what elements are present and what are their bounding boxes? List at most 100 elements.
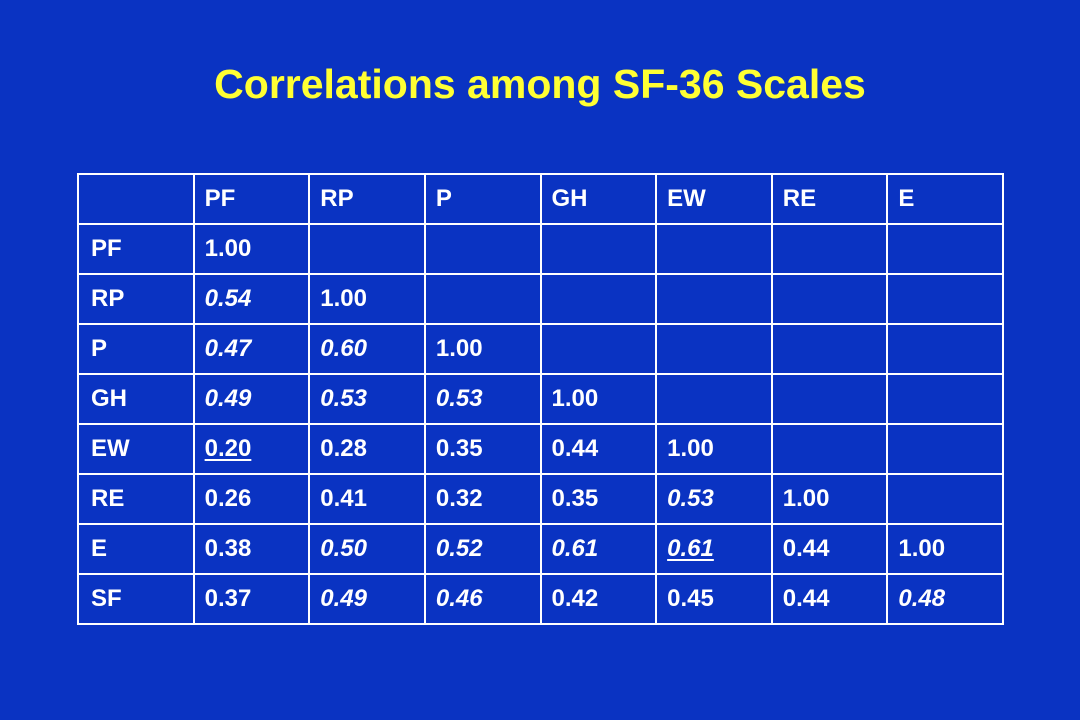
row-header: PF [77, 223, 195, 275]
table-cell: 0.45 [655, 573, 773, 625]
correlation-value: 0.52 [435, 535, 483, 562]
correlation-value: 1.00 [551, 385, 599, 412]
correlation-table-body: PF RP P GH EW RE E PF 1.00 RP 0.54 1.00 P 0.47 0.60 1.0… [77, 173, 1004, 625]
table-cell: 0.53 [308, 373, 426, 425]
empty-cell [886, 273, 1004, 325]
table-cell: 0.38 [192, 523, 311, 575]
column-header: RP [308, 173, 426, 225]
correlation-value: 0.38 [204, 535, 252, 562]
correlation-value: 0.61 [551, 535, 599, 562]
correlation-value: 0.44 [782, 585, 830, 612]
table-row: RP 0.54 1.00 [77, 273, 1004, 325]
table-cell: 1.00 [308, 273, 426, 325]
row-header: RP [77, 273, 195, 325]
correlation-value: 1.00 [320, 285, 367, 312]
correlation-value: 0.60 [320, 335, 367, 362]
table-cell: 0.42 [539, 573, 658, 625]
table-cell: 0.44 [770, 523, 889, 575]
empty-cell [886, 373, 1004, 425]
column-header: RE [770, 173, 889, 225]
table-cell: 0.54 [192, 273, 311, 325]
correlation-value: 0.35 [551, 485, 599, 512]
correlation-value: 0.37 [204, 585, 252, 612]
table-cell: 0.61 [539, 523, 658, 575]
column-header: P [423, 173, 542, 225]
column-header: PF [192, 173, 311, 225]
correlation-value: 0.28 [320, 435, 367, 462]
empty-cell [423, 223, 542, 275]
row-header: EW [77, 423, 195, 475]
empty-cell [886, 223, 1004, 275]
table-cell: 0.44 [770, 573, 889, 625]
correlation-value: 1.00 [435, 335, 483, 362]
correlation-value: 1.00 [667, 435, 714, 462]
table-cell: 0.52 [423, 523, 542, 575]
empty-cell [886, 473, 1004, 525]
table-cell: 0.53 [423, 373, 542, 425]
table-row: RE 0.26 0.41 0.32 0.35 0.53 1.00 [77, 473, 1004, 525]
correlation-value: 0.48 [898, 585, 946, 612]
table-header-row: PF RP P GH EW RE E [77, 173, 1004, 225]
correlation-value: 0.44 [782, 535, 830, 562]
correlation-value: 0.20 [204, 435, 252, 462]
empty-cell [770, 323, 889, 375]
correlation-value: 0.41 [320, 485, 367, 512]
table-cell: 0.47 [192, 323, 311, 375]
table-cell: 0.61 [655, 523, 773, 575]
empty-cell [539, 223, 658, 275]
empty-cell [655, 323, 773, 375]
table-row: P 0.47 0.60 1.00 [77, 323, 1004, 375]
correlation-value: 0.45 [667, 585, 714, 612]
column-header: E [886, 173, 1004, 225]
correlation-value: 0.50 [320, 535, 367, 562]
table-cell: 0.44 [539, 423, 658, 475]
table-cell: 1.00 [886, 523, 1004, 575]
empty-cell [655, 373, 773, 425]
empty-cell [770, 223, 889, 275]
table-cell: 1.00 [770, 473, 889, 525]
correlation-value: 0.32 [435, 485, 483, 512]
empty-cell [886, 423, 1004, 475]
row-header: E [77, 523, 195, 575]
correlation-value: 0.26 [204, 485, 252, 512]
empty-cell [770, 373, 889, 425]
table-row: SF 0.37 0.49 0.46 0.42 0.45 0.44 0.48 [77, 573, 1004, 625]
table-cell: 0.49 [308, 573, 426, 625]
correlation-value: 0.42 [551, 585, 599, 612]
empty-cell [655, 273, 773, 325]
empty-cell [539, 273, 658, 325]
row-header: GH [77, 373, 195, 425]
correlation-value: 0.53 [667, 485, 714, 512]
table-cell: 1.00 [423, 323, 542, 375]
empty-cell [770, 423, 889, 475]
correlation-value: 1.00 [898, 535, 946, 562]
empty-cell [539, 323, 658, 375]
column-header: GH [539, 173, 658, 225]
empty-cell [886, 323, 1004, 375]
correlation-value: 0.47 [204, 335, 252, 362]
column-header: EW [655, 173, 773, 225]
correlation-value: 0.46 [435, 585, 483, 612]
table-cell: 0.26 [192, 473, 311, 525]
table-cell: 1.00 [655, 423, 773, 475]
empty-cell [655, 223, 773, 275]
table-cell: 0.35 [539, 473, 658, 525]
table-cell: 0.20 [192, 423, 311, 475]
empty-cell [423, 273, 542, 325]
empty-cell [770, 273, 889, 325]
table-cell: 0.50 [308, 523, 426, 575]
table-cell: 0.49 [192, 373, 311, 425]
table-cell: 0.41 [308, 473, 426, 525]
row-header: RE [77, 473, 195, 525]
table-cell: 0.32 [423, 473, 542, 525]
table-cell: 0.35 [423, 423, 542, 475]
correlation-value: 0.61 [667, 535, 714, 562]
table-cell: 0.48 [886, 573, 1004, 625]
table-cell: 0.28 [308, 423, 426, 475]
correlation-value: 0.53 [435, 385, 483, 412]
empty-cell [308, 223, 426, 275]
correlation-value: 0.53 [320, 385, 367, 412]
correlation-value: 0.49 [320, 585, 367, 612]
table-cell: 0.37 [192, 573, 311, 625]
table-row: PF 1.00 [77, 223, 1004, 275]
